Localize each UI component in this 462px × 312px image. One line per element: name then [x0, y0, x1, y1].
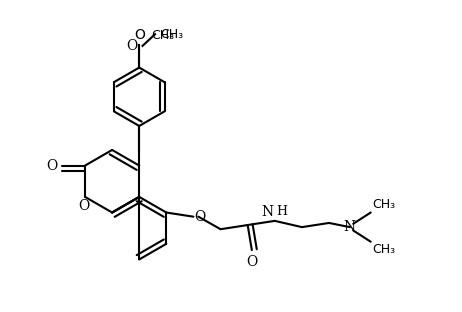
Text: CH₃: CH₃ [151, 29, 174, 42]
Text: N: N [344, 220, 356, 234]
Text: O: O [46, 158, 57, 173]
Text: O: O [246, 255, 257, 269]
Text: CH₃: CH₃ [372, 198, 395, 211]
Text: O: O [126, 39, 137, 53]
Text: CH₃: CH₃ [372, 243, 395, 256]
Text: O: O [194, 210, 206, 224]
Text: CH₃: CH₃ [160, 28, 183, 41]
Text: H: H [276, 205, 287, 217]
Text: N: N [261, 205, 273, 219]
Text: O: O [79, 199, 90, 213]
Text: O: O [134, 28, 145, 42]
